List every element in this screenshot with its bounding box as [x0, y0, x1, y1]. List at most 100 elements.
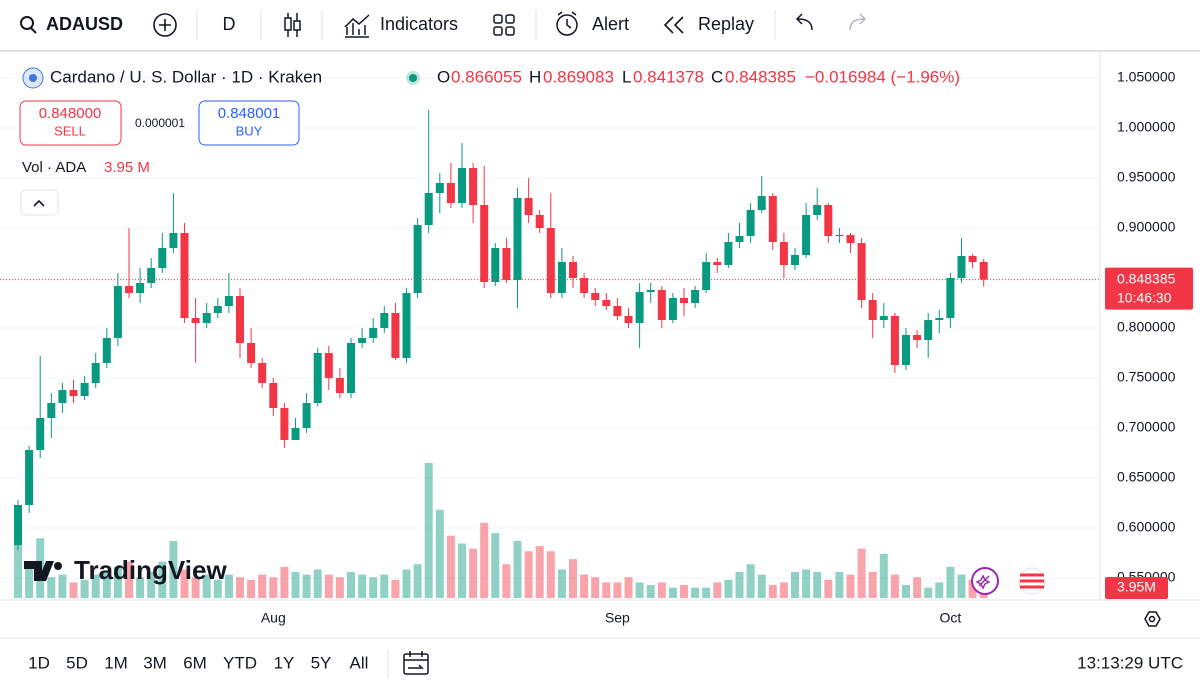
replay-icon[interactable] — [663, 16, 684, 34]
volume-axis-label: 3.95M — [1117, 579, 1156, 595]
range-button[interactable]: 1D — [28, 653, 50, 672]
candle-body — [879, 316, 888, 320]
alert-icon[interactable] — [556, 14, 578, 36]
volume-bar — [180, 569, 189, 598]
volume-bar — [602, 582, 611, 598]
volume-bar — [458, 543, 466, 598]
grid — [0, 77, 1100, 579]
volume-bar — [136, 577, 145, 598]
legend-c: C — [711, 67, 723, 86]
volume-bar — [591, 577, 600, 598]
legend-h: H — [529, 67, 541, 86]
volume-bar — [535, 546, 544, 598]
search-icon[interactable] — [20, 16, 34, 30]
candle-body — [524, 198, 533, 215]
candle-body — [757, 196, 766, 210]
volume-legend: Vol · ADA — [22, 159, 86, 176]
buy-label: BUY — [236, 123, 263, 138]
candle-body — [291, 428, 300, 440]
volume-bar — [680, 585, 688, 598]
volume-bar — [380, 574, 389, 598]
candle-body — [180, 233, 189, 318]
volume-bar — [735, 572, 744, 598]
volume-bar — [824, 579, 833, 598]
volume-bar — [358, 574, 367, 598]
range-button[interactable]: 3M — [143, 653, 167, 672]
region-flag — [1020, 573, 1044, 589]
symbol-logo — [29, 74, 37, 82]
legend-title: Cardano / U. S. Dollar · 1D · Kraken — [50, 67, 322, 86]
candle-body — [724, 242, 733, 265]
replay[interactable]: Replay — [698, 14, 754, 34]
indicators[interactable]: Indicators — [380, 14, 458, 34]
volume-bar — [413, 564, 422, 598]
volume-bar — [14, 540, 22, 598]
volume-bar — [657, 582, 666, 598]
candle-body — [591, 293, 600, 300]
candle-body — [324, 353, 333, 378]
candle-body — [269, 383, 278, 408]
candle-body — [236, 296, 244, 343]
volume-bar — [247, 579, 256, 598]
candle-body — [890, 316, 899, 365]
range-button[interactable]: 5D — [66, 653, 88, 672]
candle-body — [557, 262, 566, 293]
range-button[interactable]: YTD — [223, 653, 257, 672]
candle-body — [713, 262, 722, 265]
range-button[interactable]: 5Y — [311, 653, 332, 672]
volume-bar — [269, 577, 278, 598]
redo[interactable] — [849, 13, 867, 31]
candle-body — [80, 383, 89, 396]
indicators-icon[interactable] — [344, 14, 370, 38]
candle-body — [768, 196, 777, 242]
volume-bar — [213, 579, 222, 598]
volume-bar — [191, 577, 200, 598]
alert[interactable]: Alert — [592, 14, 629, 34]
undo[interactable] — [795, 13, 813, 31]
volume-legend-value: 3.95 M — [104, 159, 150, 176]
buy-button[interactable] — [198, 100, 300, 146]
range-button[interactable]: All — [350, 653, 369, 672]
sell-button[interactable] — [19, 100, 122, 146]
candle-body — [358, 338, 367, 343]
candle-body — [813, 205, 822, 215]
candle-body — [469, 168, 478, 205]
range-button[interactable]: 1M — [104, 653, 128, 672]
volume-bar — [202, 574, 211, 598]
candle-body — [802, 215, 811, 255]
y-tick-label: 0.700000 — [1117, 419, 1176, 435]
candle-body — [602, 300, 611, 306]
volume-bar — [757, 574, 766, 598]
candle-body — [691, 290, 700, 303]
candle-body — [224, 296, 233, 306]
date-range-icon[interactable] — [403, 651, 429, 675]
candle-body — [546, 228, 555, 293]
candle-body — [791, 255, 799, 265]
volume-bar — [779, 582, 788, 598]
candle-body — [502, 248, 511, 280]
volume-bar — [580, 574, 589, 598]
volume-bar — [935, 582, 944, 598]
range-button[interactable]: 6M — [183, 653, 207, 672]
candle-body — [69, 390, 78, 396]
volume-bar — [546, 551, 555, 598]
ranges: 1D 5D 1M 3M 6M YTD 1Y 5Y All — [28, 653, 368, 672]
settings-icon[interactable] — [1144, 611, 1161, 627]
candle-body — [824, 205, 833, 236]
symbol[interactable]: ADAUSD — [46, 14, 123, 34]
volume-bar — [169, 540, 178, 598]
x-tick-label: Sep — [605, 610, 630, 626]
candle-body — [125, 286, 133, 293]
spread: 0.000001 — [135, 116, 185, 130]
templates-icon[interactable] — [493, 14, 515, 36]
range-button[interactable]: 1Y — [274, 653, 295, 672]
volume-bar — [857, 548, 866, 598]
candle-body — [868, 300, 877, 320]
price-label-box — [1105, 267, 1193, 310]
interval[interactable]: D — [223, 14, 236, 34]
candle-body — [435, 183, 444, 193]
sell-price: 0.848000 — [39, 105, 102, 122]
volume-bar — [491, 533, 500, 598]
add-symbol[interactable] — [153, 13, 177, 37]
candle-body — [136, 283, 145, 293]
